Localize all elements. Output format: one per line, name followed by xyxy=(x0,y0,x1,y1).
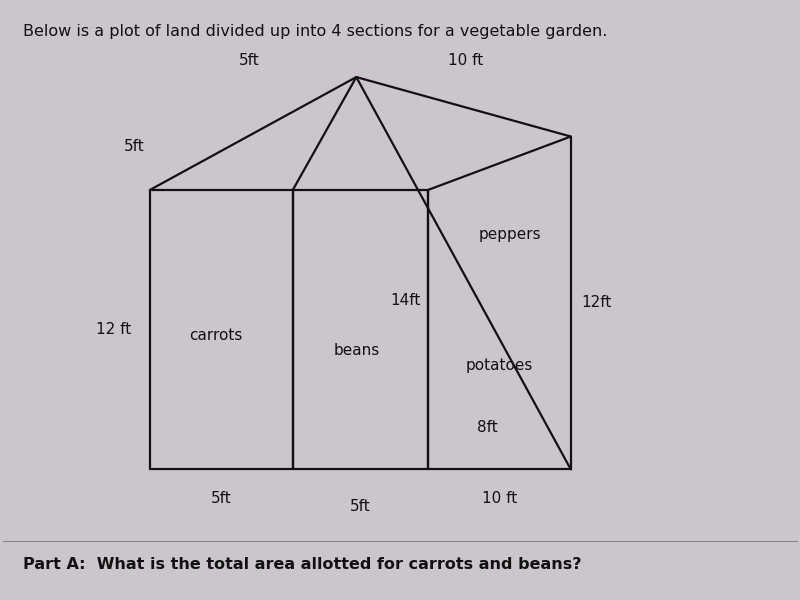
Text: Part A:  What is the total area allotted for carrots and beans?: Part A: What is the total area allotted … xyxy=(22,557,581,572)
Text: 5ft: 5ft xyxy=(123,139,144,154)
Text: 5ft: 5ft xyxy=(350,499,370,514)
Text: 12 ft: 12 ft xyxy=(96,322,131,337)
Text: carrots: carrots xyxy=(189,328,242,343)
Text: 5ft: 5ft xyxy=(211,491,232,506)
Text: 14ft: 14ft xyxy=(390,293,421,308)
Text: 8ft: 8ft xyxy=(477,421,498,436)
Text: 10 ft: 10 ft xyxy=(447,53,482,68)
Text: 5ft: 5ft xyxy=(238,53,259,68)
Text: 12ft: 12ft xyxy=(581,295,611,310)
Text: potatoes: potatoes xyxy=(466,358,533,373)
Text: peppers: peppers xyxy=(478,227,541,242)
Text: Below is a plot of land divided up into 4 sections for a vegetable garden.: Below is a plot of land divided up into … xyxy=(22,23,607,38)
Text: beans: beans xyxy=(333,343,379,358)
Text: 10 ft: 10 ft xyxy=(482,491,517,506)
